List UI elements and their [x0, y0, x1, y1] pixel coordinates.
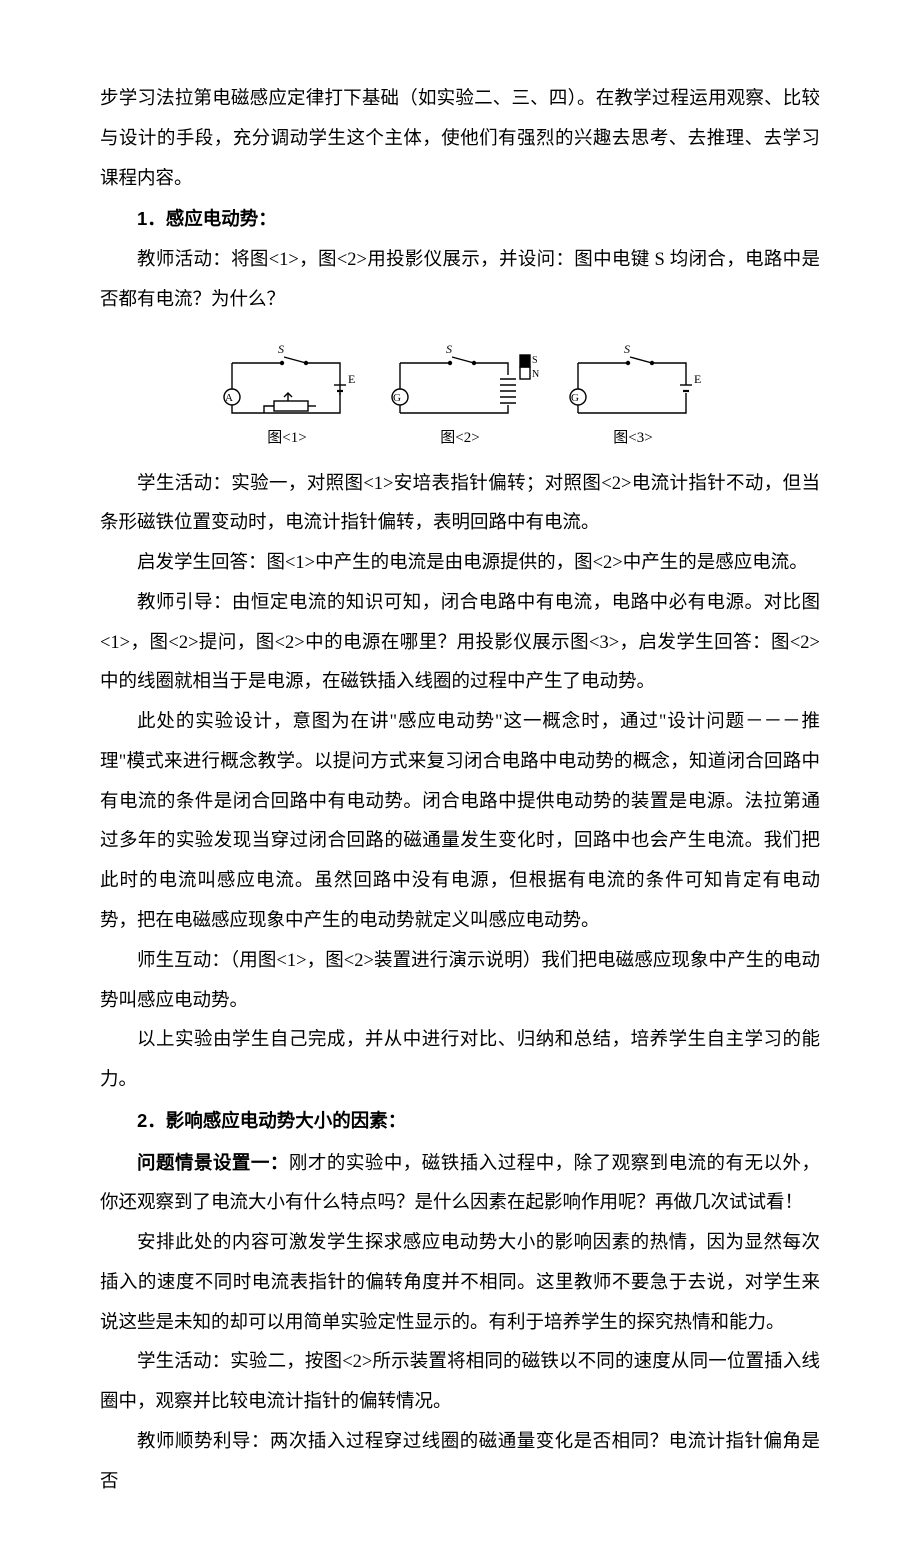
- circuit-diagrams: S E A 图<1>: [100, 335, 820, 447]
- paragraph-3: 学生活动：实验一，对照图<1>安培表指针偏转；对照图<2>电流计指针不动，但当条…: [100, 465, 820, 545]
- label-s3: S: [624, 342, 630, 356]
- diagram-2: S S N G 图<2>: [380, 335, 540, 447]
- paragraph-7: 师生互动：（用图<1>，图<2>装置进行演示说明）我们把电磁感应现象中产生的电动…: [100, 942, 820, 1022]
- circuit-1-svg: S E A: [212, 335, 362, 427]
- paragraph-11: 学生活动：实验二，按图<2>所示装置将相同的磁铁以不同的速度从同一位置插入线圈中…: [100, 1343, 820, 1423]
- paragraph-intro: 步学习法拉第电磁感应定律打下基础（如实验二、三、四）。在教学过程运用观察、比较与…: [100, 80, 820, 199]
- paragraph-9: 问题情景设置一：刚才的实验中，磁铁插入过程中，除了观察到电流的有无以外，你还观察…: [100, 1143, 820, 1225]
- heading-2: 2．影响感应电动势大小的因素：: [100, 1101, 820, 1143]
- paragraph-8: 以上实验由学生自己完成，并从中进行对比、归纳和总结，培养学生自主学习的能力。: [100, 1021, 820, 1101]
- heading-1-text: 1．感应电动势：: [137, 208, 277, 229]
- label-a: A: [225, 392, 233, 404]
- paragraph-6: 此处的实验设计，意图为在讲"感应电动势"这一概念时，通过"设计问题－－－推理"模…: [100, 703, 820, 942]
- label-nm: N: [532, 369, 539, 380]
- label-s2: S: [446, 342, 452, 356]
- label-sm: S: [532, 355, 538, 366]
- scenario-label: 问题情景设置一：: [137, 1152, 289, 1173]
- paragraph-2: 教师活动：将图<1>，图<2>用投影仪展示，并设问：图中电键 S 均闭合，电路中…: [100, 241, 820, 321]
- label-g3: G: [571, 392, 579, 404]
- caption-3: 图<3>: [613, 429, 652, 447]
- caption-1: 图<1>: [267, 429, 306, 447]
- heading-2-text: 2．影响感应电动势大小的因素：: [137, 1110, 406, 1131]
- label-e1: E: [348, 372, 355, 386]
- label-g2: G: [393, 392, 401, 404]
- label-s1: S: [278, 342, 284, 356]
- diagram-1: S E A 图<1>: [212, 335, 362, 447]
- diagram-3: S E G 图<3>: [558, 335, 708, 447]
- label-e3: E: [694, 372, 701, 386]
- paragraph-4: 启发学生回答：图<1>中产生的电流是由电源提供的，图<2>中产生的是感应电流。: [100, 544, 820, 584]
- circuit-2-svg: S S N G: [380, 335, 540, 427]
- circuit-3-svg: S E G: [558, 335, 708, 427]
- paragraph-5: 教师引导：由恒定电流的知识可知，闭合电路中有电流，电路中必有电源。对比图<1>，…: [100, 584, 820, 703]
- heading-1: 1．感应电动势：: [100, 199, 820, 241]
- paragraph-10: 安排此处的内容可激发学生探求感应电动势大小的影响因素的热情，因为显然每次插入的速…: [100, 1224, 820, 1343]
- paragraph-12: 教师顺势利导：两次插入过程穿过线圈的磁通量变化是否相同？电流计指针偏角是否: [100, 1423, 820, 1503]
- caption-2: 图<2>: [440, 429, 479, 447]
